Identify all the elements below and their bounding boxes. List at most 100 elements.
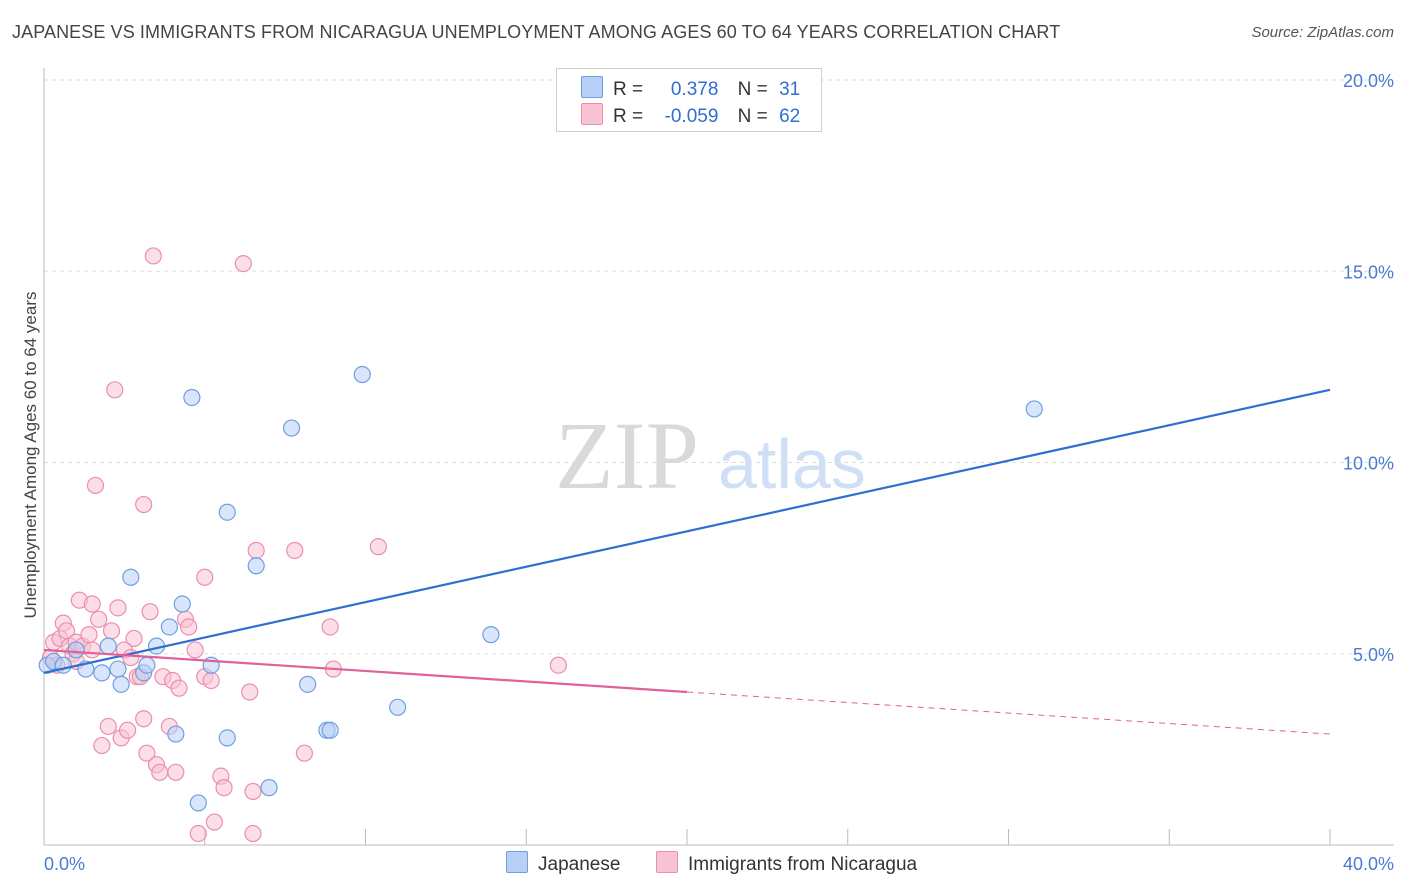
nicaragua-point	[286, 541, 304, 560]
nicaragua-point	[135, 710, 153, 728]
watermark: ZIP atlas	[555, 402, 866, 509]
nicaragua-point	[549, 656, 568, 674]
watermark-atlas: atlas	[718, 425, 866, 503]
y-tick-label: 15.0%	[1343, 262, 1394, 282]
japanese-point	[183, 388, 201, 407]
legend-r-label: R =	[613, 79, 644, 100]
y-tick-label: 5.0%	[1353, 645, 1394, 665]
japanese-point	[167, 725, 185, 743]
nicaragua-point	[93, 736, 111, 755]
nicaragua-point	[151, 763, 169, 781]
nicaragua-point	[170, 679, 188, 697]
japanese-point	[299, 675, 317, 693]
japanese-point	[389, 698, 407, 716]
nicaragua-point	[369, 538, 387, 556]
nicaragua-point	[215, 779, 233, 797]
nicaragua-point	[234, 255, 252, 273]
japanese-point	[218, 729, 236, 747]
gridlines	[44, 79, 1394, 655]
nicaragua-point	[167, 763, 185, 781]
legend-swatch-blue	[581, 76, 603, 98]
nicaragua-point	[321, 618, 339, 636]
nicaragua-point	[80, 626, 98, 644]
japanese-point	[218, 503, 236, 521]
nicaragua-point	[180, 618, 198, 636]
nicaragua-point	[295, 744, 314, 762]
japanese-point	[260, 779, 278, 797]
legend-n-value: 62	[779, 106, 801, 127]
japanese-point	[353, 365, 371, 384]
nicaragua-trend-extension	[686, 691, 1331, 735]
nicaragua-point	[118, 721, 137, 739]
japanese-point	[482, 626, 500, 644]
japanese-point	[173, 595, 191, 613]
japanese-point	[1025, 400, 1043, 418]
japanese-point	[189, 794, 207, 812]
nicaragua-point	[86, 476, 105, 495]
nicaragua-point	[247, 541, 265, 560]
pink-points	[41, 247, 568, 843]
nicaragua-point	[196, 568, 214, 586]
japanese-point	[99, 637, 117, 655]
y-axis-label: Unemployment Among Ages 60 to 64 years	[21, 292, 40, 619]
nicaragua-point	[138, 744, 156, 762]
nicaragua-trend-line	[43, 648, 688, 694]
japanese-point	[160, 618, 178, 636]
legend-r-label: R =	[613, 106, 644, 127]
nicaragua-point	[244, 782, 262, 801]
nicaragua-point	[205, 813, 223, 831]
japanese-point	[282, 419, 301, 437]
nicaragua-point	[186, 641, 204, 659]
series-legend-japanese[interactable]: Japanese	[506, 851, 620, 876]
japanese-trend-line	[43, 388, 1331, 674]
chart-title: JAPANESE VS IMMIGRANTS FROM NICARAGUA UN…	[12, 22, 1061, 42]
series-label-japanese: Japanese	[538, 854, 621, 875]
nicaragua-point	[202, 671, 220, 690]
y-tick-label: 20.0%	[1343, 71, 1394, 91]
nicaragua-point	[83, 595, 101, 613]
watermark-zip: ZIP	[555, 402, 699, 509]
nicaragua-point	[109, 599, 127, 617]
japanese-point	[247, 557, 265, 575]
nicaragua-point	[144, 247, 162, 265]
y-tick-label: 10.0%	[1343, 454, 1394, 474]
nicaragua-point	[141, 603, 159, 621]
nicaragua-point	[102, 622, 121, 640]
legend-r-value: -0.059	[664, 106, 719, 127]
legend-n-label: N =	[737, 79, 768, 100]
nicaragua-point	[125, 629, 143, 648]
japanese-point	[112, 675, 130, 693]
x-tick-label-min: 0.0%	[44, 854, 85, 874]
nicaragua-point	[106, 381, 124, 399]
trend-lines	[43, 388, 1331, 735]
japanese-point	[321, 721, 339, 739]
nicaragua-point	[241, 683, 259, 701]
japanese-point	[122, 568, 140, 586]
source-label: Source: ZipAtlas.com	[1251, 24, 1394, 41]
japanese-point	[138, 656, 156, 674]
nicaragua-point	[99, 717, 117, 736]
japanese-point	[93, 664, 111, 682]
ticks: 5.0% 10.0% 15.0% 20.0% 0.0% 40.0%	[44, 71, 1394, 874]
series-legend-nicaragua[interactable]: Immigrants from Nicaragua	[656, 851, 917, 876]
legend-row-japanese: R = 0.378 N = 31	[581, 76, 800, 101]
nicaragua-point	[135, 495, 153, 514]
axes	[43, 68, 1394, 846]
japanese-point	[67, 641, 85, 659]
japanese-point	[109, 660, 127, 678]
series-label-nicaragua: Immigrants from Nicaragua	[688, 854, 918, 875]
series-swatch-pink	[656, 851, 678, 873]
legend-row-nicaragua: R = -0.059 N = 62	[581, 103, 800, 128]
blue-points	[38, 365, 1043, 812]
series-swatch-blue	[506, 851, 528, 873]
nicaragua-point	[83, 641, 101, 659]
x-tick-label-max: 40.0%	[1343, 854, 1394, 874]
nicaragua-point	[90, 610, 108, 628]
legend-r-value: 0.378	[670, 79, 719, 100]
legend-n-label: N =	[737, 106, 768, 127]
nicaragua-point	[244, 824, 262, 843]
legend-swatch-pink	[581, 103, 603, 125]
nicaragua-point	[189, 824, 207, 843]
correlation-legend: R = 0.378 N = 31 R = -0.059 N = 62	[556, 68, 822, 132]
